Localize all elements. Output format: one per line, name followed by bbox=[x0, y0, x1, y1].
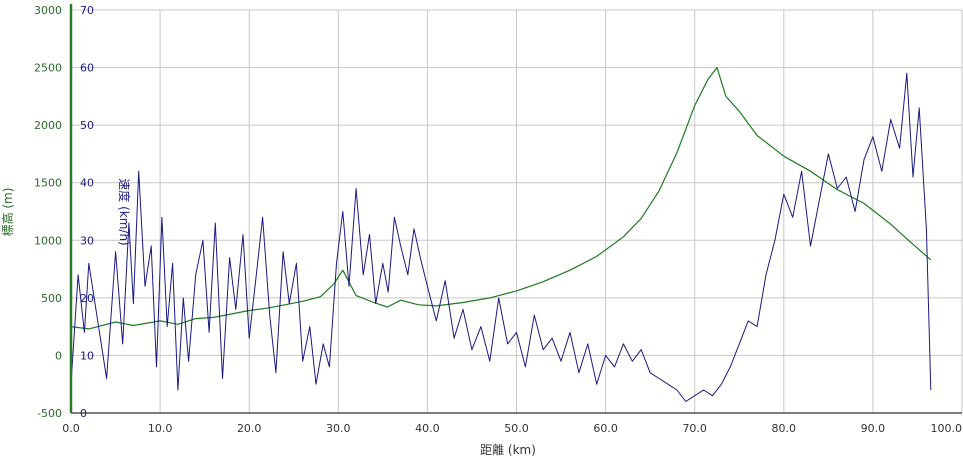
speed-tick-label: 10 bbox=[80, 349, 94, 362]
x-tick-label: 0.0 bbox=[62, 422, 80, 435]
x-tick-label: 50.0 bbox=[504, 422, 529, 435]
elevation-tick-label: 0 bbox=[55, 349, 62, 362]
speed-tick-label: 50 bbox=[80, 119, 94, 132]
speed-tick-label: 70 bbox=[80, 4, 94, 17]
speed-tick-label: 60 bbox=[80, 62, 94, 75]
x-tick-label: 30.0 bbox=[326, 422, 351, 435]
x-tick-label: 80.0 bbox=[772, 422, 797, 435]
x-axis-title: 距離 (km) bbox=[480, 443, 536, 457]
elevation-line bbox=[70, 66, 932, 330]
elevation-series bbox=[70, 66, 932, 330]
x-tick-label: 40.0 bbox=[415, 422, 440, 435]
elevation-tick-label: 500 bbox=[41, 292, 62, 305]
x-tick-label: 10.0 bbox=[148, 422, 173, 435]
x-tick-label: 70.0 bbox=[682, 422, 707, 435]
x-tick-label: 60.0 bbox=[593, 422, 618, 435]
speed-line bbox=[70, 72, 932, 402]
speed-tick-label: 40 bbox=[80, 177, 94, 190]
gridlines bbox=[70, 9, 963, 414]
y-axis-title-elevation: 標高 (m) bbox=[0, 188, 15, 237]
elevation-tick-label: 3000 bbox=[34, 4, 62, 17]
x-tick-label: 90.0 bbox=[861, 422, 886, 435]
x-tick-label: 20.0 bbox=[237, 422, 262, 435]
elevation-tick-label: 1000 bbox=[34, 234, 62, 247]
x-tick-label: 100.0 bbox=[931, 422, 963, 435]
speed-series bbox=[70, 72, 932, 402]
elevation-tick-label: 1500 bbox=[34, 177, 62, 190]
elevation-tick-label: -500 bbox=[37, 407, 62, 420]
speed-tick-label: 20 bbox=[80, 292, 94, 305]
elevation-tick-label: 2000 bbox=[34, 119, 62, 132]
speed-tick-label: 30 bbox=[80, 234, 94, 247]
speed-tick-label: 0 bbox=[80, 407, 87, 420]
tick-labels: 0.0 10.0 20.0 30.0 40.0 50.0 60.0 70.0 80.0 90.0 1… bbox=[34, 4, 962, 435]
axes bbox=[69, 4, 962, 414]
y-axis-title-speed: 速度 (km/h) bbox=[117, 178, 132, 245]
elevation-tick-label: 2500 bbox=[34, 62, 62, 75]
